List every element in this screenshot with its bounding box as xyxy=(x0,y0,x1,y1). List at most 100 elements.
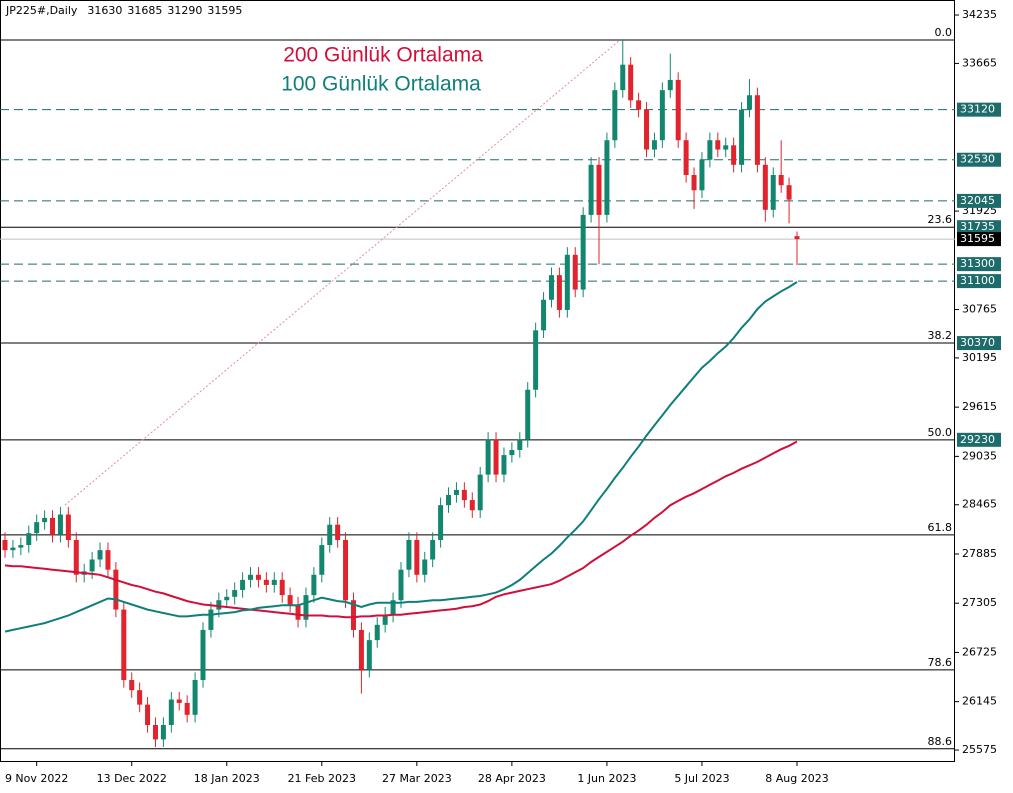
y-tick-label: 26725 xyxy=(962,645,997,658)
symbol: JP225#,Daily xyxy=(5,4,78,17)
y-tick-label: 27885 xyxy=(962,547,997,560)
candle-body xyxy=(382,614,388,625)
level-label-box xyxy=(957,257,1001,272)
candle-body xyxy=(113,569,119,610)
candle-body xyxy=(446,494,452,506)
legend-ma100: 100 Günlük Ortalama xyxy=(281,73,481,96)
candle-body xyxy=(675,79,681,141)
candle-body xyxy=(794,236,800,240)
candle-body xyxy=(18,545,24,548)
candle-body xyxy=(10,547,16,551)
x-tick-label: 13 Dec 2022 xyxy=(97,772,167,785)
candle-body xyxy=(667,79,673,91)
candle-body xyxy=(620,64,626,91)
candle-body xyxy=(612,90,618,141)
candle-body xyxy=(105,550,111,570)
candle-body xyxy=(438,505,444,540)
x-tick-label: 5 Jul 2023 xyxy=(674,772,729,785)
x-tick-label: 8 Aug 2023 xyxy=(765,772,828,785)
candle-body xyxy=(97,550,103,560)
candle-body xyxy=(358,629,364,670)
candle-body xyxy=(271,579,277,585)
level-label: 31100 xyxy=(960,274,995,287)
last-low: 31290 xyxy=(167,4,202,17)
level-label: 31300 xyxy=(960,257,995,270)
moving-average xyxy=(4,281,798,633)
x-tick-label: 18 Jan 2023 xyxy=(194,772,260,785)
candle-body xyxy=(350,600,356,630)
candle-body xyxy=(628,64,634,101)
candle-body xyxy=(168,699,174,725)
candle-body xyxy=(731,145,737,165)
candle-body xyxy=(295,604,301,620)
candle-body xyxy=(596,164,602,215)
y-tick-label: 28465 xyxy=(962,498,997,511)
candle-body xyxy=(707,140,713,160)
level-label: 32045 xyxy=(960,194,995,207)
candle-body xyxy=(683,140,689,176)
candle-body xyxy=(556,275,562,310)
candle-body xyxy=(137,690,143,705)
candle-body xyxy=(644,109,650,150)
candle-body xyxy=(485,439,491,475)
level-label-box xyxy=(957,274,1001,289)
candle-body xyxy=(390,600,396,615)
candle-body xyxy=(548,275,554,300)
candle-body xyxy=(311,574,317,596)
candle-body xyxy=(50,517,56,535)
y-tick-label: 34235 xyxy=(962,8,997,21)
fib-price-label: 30370 xyxy=(960,336,995,349)
level-label-box xyxy=(957,193,1001,208)
y-tick-label: 25575 xyxy=(962,743,997,756)
level-label: 33120 xyxy=(960,103,995,116)
candle-body xyxy=(770,175,776,210)
candle-body xyxy=(240,579,246,591)
x-tick-label: 28 Apr 2023 xyxy=(478,772,546,785)
candle-body xyxy=(501,455,507,475)
candle-body xyxy=(327,524,333,546)
candle-body xyxy=(691,175,697,191)
chart-header: JP225#,Daily 31630 31685 31290 31595 xyxy=(5,4,242,17)
candle-body xyxy=(2,539,8,551)
candle-body xyxy=(200,629,206,681)
candle-body xyxy=(303,595,309,620)
candle-body xyxy=(152,724,158,740)
candle-body xyxy=(335,524,341,540)
candle-body xyxy=(414,539,420,575)
candle-body xyxy=(73,539,79,575)
candle-body xyxy=(659,90,665,141)
candle-body xyxy=(493,439,499,475)
candle-body xyxy=(699,159,705,191)
x-tick-label: 21 Feb 2023 xyxy=(288,772,356,785)
fib-label: 88.6 xyxy=(928,735,953,748)
candle-body xyxy=(509,450,515,456)
y-tick-label: 30195 xyxy=(962,351,997,364)
candle-body xyxy=(42,517,48,523)
candle-body xyxy=(564,254,570,310)
candle-body xyxy=(65,514,71,540)
y-tick-label: 27305 xyxy=(962,596,997,609)
candle-body xyxy=(248,574,254,580)
candle-body xyxy=(232,590,238,597)
y-tick-label: 29615 xyxy=(962,400,997,413)
candle-body xyxy=(406,539,412,570)
candle-body xyxy=(216,600,222,610)
fib-label: 23.6 xyxy=(928,213,953,226)
candle-body xyxy=(469,500,475,511)
candle-body xyxy=(572,254,578,290)
level-label-box xyxy=(957,152,1001,167)
candle-body xyxy=(57,514,63,535)
candle-body xyxy=(477,474,483,511)
moving-average xyxy=(4,440,798,619)
candle-body xyxy=(580,214,586,290)
candle-body xyxy=(778,175,784,186)
x-tick-label: 9 Nov 2022 xyxy=(5,772,68,785)
candle-body xyxy=(398,569,404,601)
plot-layer xyxy=(0,39,955,750)
candle-body xyxy=(121,609,127,681)
candle-body xyxy=(34,522,40,534)
x-tick-label: 27 Mar 2023 xyxy=(382,772,452,785)
candle-body xyxy=(762,164,768,210)
candle-body xyxy=(160,724,166,740)
